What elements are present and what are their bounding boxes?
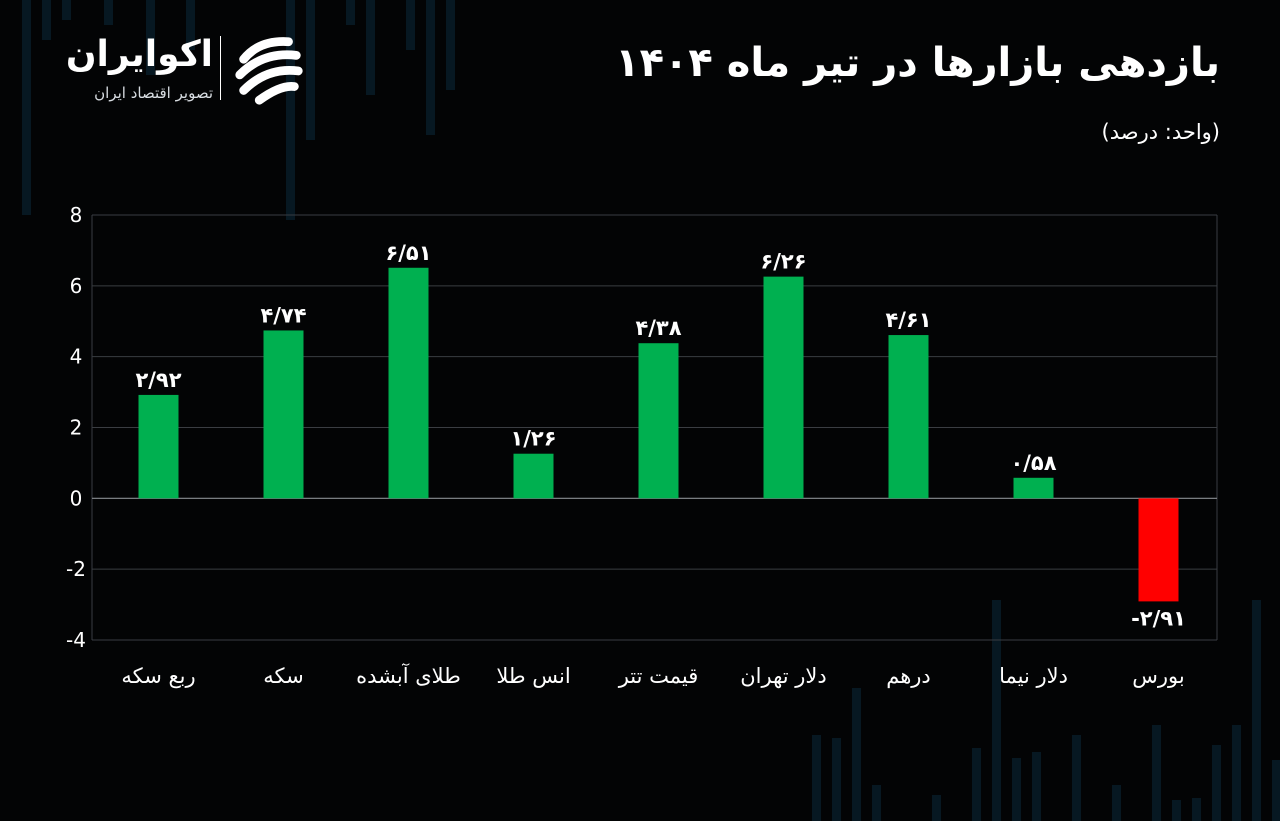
bar	[888, 335, 929, 499]
background-candle	[1232, 725, 1241, 821]
y-tick-label: 8	[70, 203, 83, 227]
bar	[763, 276, 804, 499]
background-candle	[1192, 798, 1201, 821]
y-tick-label: -4	[66, 628, 86, 652]
bar	[513, 453, 554, 499]
background-candle	[346, 0, 355, 25]
background-candle	[1172, 800, 1181, 821]
background-candle	[992, 600, 1001, 821]
background-candle	[1112, 785, 1121, 821]
y-tick-label: 2	[70, 416, 83, 440]
background-candle	[872, 785, 881, 821]
y-tick-label: -2	[66, 557, 86, 581]
background-candle	[446, 0, 455, 90]
y-tick-label: 4	[70, 345, 83, 369]
background-candle	[832, 738, 841, 821]
data-label: ۶/۵۱	[385, 241, 431, 265]
bar	[388, 267, 429, 499]
background-candle	[186, 0, 195, 50]
ecoiran-logo-icon	[235, 37, 303, 105]
brand-tagline: تصویر اقتصاد ایران	[94, 84, 213, 102]
background-candle	[1012, 758, 1021, 821]
background-candle	[22, 0, 31, 215]
background-candle	[1072, 735, 1081, 821]
background-candle	[426, 0, 435, 135]
brand-name: اکوایران	[65, 34, 213, 75]
background-candle	[406, 0, 415, 50]
bar	[138, 394, 179, 499]
x-tick-label: دلار نیما	[999, 664, 1068, 688]
x-tick-label: انس طلا	[496, 664, 570, 688]
background-candle	[1212, 745, 1221, 821]
brand-logo-block: اکوایران تصویر اقتصاد ایران	[40, 28, 320, 113]
y-tick-label: 6	[70, 274, 83, 298]
background-candle	[42, 0, 51, 40]
chart-title: بازدهی بازارها در تیر ماه ۱۴۰۴	[615, 40, 1220, 86]
background-candle	[972, 748, 981, 821]
data-label: ۲/۹۲	[135, 368, 181, 392]
background-candle	[62, 0, 71, 20]
x-tick-label: دلار تهران	[740, 664, 827, 688]
x-tick-label: ربع سکه	[121, 664, 195, 688]
background-candle	[1252, 600, 1261, 821]
background-candle	[104, 0, 113, 25]
unit-label: (واحد: درصد)	[1101, 120, 1220, 144]
background-candle	[146, 0, 155, 75]
data-label: -۲/۹۱	[1131, 606, 1186, 630]
bar	[1138, 498, 1179, 602]
x-tick-label: قیمت تتر	[618, 664, 699, 688]
bar	[263, 330, 304, 499]
data-label: ۴/۳۸	[635, 316, 681, 340]
background-candle	[1272, 760, 1280, 821]
x-tick-label: طلای آبشده	[356, 663, 461, 688]
background-candle	[366, 0, 375, 95]
data-label: ۶/۲۶	[760, 250, 806, 274]
bar	[638, 343, 679, 499]
data-label: ۴/۷۴	[260, 303, 306, 327]
y-tick-label: 0	[70, 486, 83, 510]
x-tick-label: سکه	[263, 664, 303, 688]
background-candle	[932, 795, 941, 821]
background-candle	[812, 735, 821, 821]
background-candle	[1152, 725, 1161, 821]
background-candle	[306, 0, 315, 140]
background-candle	[1032, 752, 1041, 821]
data-label: ۰/۵۸	[1010, 451, 1056, 475]
data-label: ۱/۲۶	[510, 427, 556, 451]
background-candle	[852, 688, 861, 821]
bar	[1013, 477, 1054, 499]
x-tick-label: بورس	[1132, 664, 1184, 688]
x-tick-label: درهم	[886, 664, 931, 689]
data-label: ۴/۶۱	[885, 308, 931, 332]
background-candle	[286, 0, 295, 220]
brand-divider	[220, 36, 221, 100]
